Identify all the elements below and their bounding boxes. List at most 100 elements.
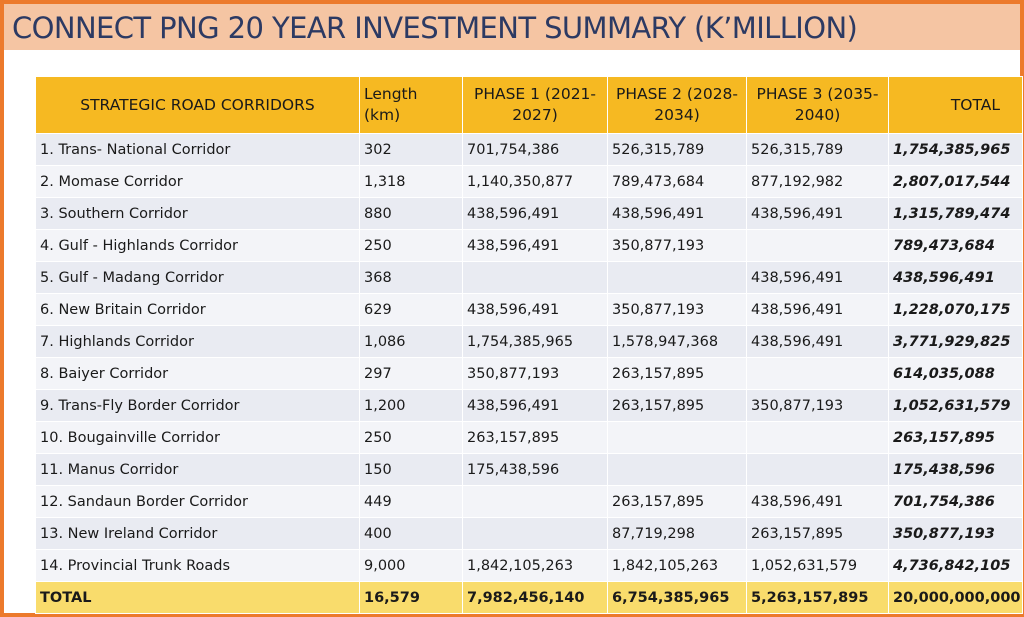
- cell-phase-2: [607, 261, 747, 294]
- cell-phase-3: 526,315,789: [746, 133, 889, 166]
- cell-length: 250: [359, 229, 463, 262]
- cell-length: 449: [359, 485, 463, 518]
- cell-length: 400: [359, 517, 463, 550]
- footer-phase-2: 6,754,385,965: [607, 581, 747, 614]
- cell-corridor: 1. Trans- National Corridor: [35, 133, 360, 166]
- cell-total: 701,754,386: [888, 485, 1023, 518]
- cell-phase-2: 1,578,947,368: [607, 325, 747, 358]
- cell-phase-3: 438,596,491: [746, 197, 889, 230]
- cell-corridor: 6. New Britain Corridor: [35, 293, 360, 326]
- cell-phase-1: 701,754,386: [462, 133, 608, 166]
- table-row: 1. Trans- National Corridor 302 701,754,38…: [35, 133, 1023, 166]
- footer-phase-1: 7,982,456,140: [462, 581, 608, 614]
- table-row: 8. Baiyer Corridor 297 350,877,193 263,157,…: [35, 357, 1023, 390]
- cell-total: 1,052,631,579: [888, 389, 1023, 422]
- footer-length: 16,579: [359, 581, 463, 614]
- cell-phase-1: 175,438,596: [462, 453, 608, 486]
- cell-corridor: 14. Provincial Trunk Roads: [35, 549, 360, 582]
- cell-length: 629: [359, 293, 463, 326]
- cell-phase-1: 438,596,491: [462, 197, 608, 230]
- table-row: 6. New Britain Corridor 629 438,596,491 350…: [35, 293, 1023, 326]
- cell-phase-2: 438,596,491: [607, 197, 747, 230]
- title-band: CONNECT PNG 20 YEAR INVESTMENT SUMMARY (…: [4, 4, 1020, 50]
- cell-length: 1,318: [359, 165, 463, 198]
- cell-phase-3: 438,596,491: [746, 325, 889, 358]
- cell-total: 1,315,789,474: [888, 197, 1023, 230]
- cell-length: 297: [359, 357, 463, 390]
- cell-phase-1: 1,754,385,965: [462, 325, 608, 358]
- cell-phase-3: 438,596,491: [746, 485, 889, 518]
- cell-total: 4,736,842,105: [888, 549, 1023, 582]
- cell-phase-2: 263,157,895: [607, 485, 747, 518]
- footer-total: 20,000,000,000: [888, 581, 1023, 614]
- cell-phase-2: 263,157,895: [607, 357, 747, 390]
- cell-phase-3: [746, 357, 889, 390]
- header-row: STRATEGIC ROAD CORRIDORS Length (km) PHA…: [35, 76, 1023, 134]
- table-body: 1. Trans- National Corridor 302 701,754,38…: [35, 133, 1023, 582]
- cell-phase-1: 263,157,895: [462, 421, 608, 454]
- slide-title: CONNECT PNG 20 YEAR INVESTMENT SUMMARY (…: [12, 11, 858, 45]
- cell-phase-1: 438,596,491: [462, 389, 608, 422]
- cell-phase-3: 877,192,982: [746, 165, 889, 198]
- cell-length: 368: [359, 261, 463, 294]
- cell-phase-3: 438,596,491: [746, 293, 889, 326]
- cell-phase-2: 263,157,895: [607, 389, 747, 422]
- cell-corridor: 3. Southern Corridor: [35, 197, 360, 230]
- cell-total: 438,596,491: [888, 261, 1023, 294]
- cell-phase-2: 87,719,298: [607, 517, 747, 550]
- cell-phase-3: [746, 229, 889, 262]
- table-row: 11. Manus Corridor 150 175,438,596 175,438,…: [35, 453, 1023, 486]
- cell-total: 614,035,088: [888, 357, 1023, 390]
- header-length: Length (km): [359, 76, 463, 134]
- cell-phase-1: 438,596,491: [462, 293, 608, 326]
- cell-phase-2: 1,842,105,263: [607, 549, 747, 582]
- cell-phase-3: 438,596,491: [746, 261, 889, 294]
- table-row: 3. Southern Corridor 880 438,596,491 438,59…: [35, 197, 1023, 230]
- header-phase-2: PHASE 2 (2028-2034): [607, 76, 747, 134]
- footer-phase-3: 5,263,157,895: [746, 581, 889, 614]
- table-row: 5. Gulf - Madang Corridor 368 438,596,491 4…: [35, 261, 1023, 294]
- header-corridors: STRATEGIC ROAD CORRIDORS: [35, 76, 360, 134]
- cell-total: 175,438,596: [888, 453, 1023, 486]
- table-row: 7. Highlands Corridor 1,086 1,754,385,965 1…: [35, 325, 1023, 358]
- cell-length: 1,200: [359, 389, 463, 422]
- cell-phase-2: 350,877,193: [607, 229, 747, 262]
- cell-total: 3,771,929,825: [888, 325, 1023, 358]
- cell-corridor: 4. Gulf - Highlands Corridor: [35, 229, 360, 262]
- cell-length: 880: [359, 197, 463, 230]
- cell-corridor: 12. Sandaun Border Corridor: [35, 485, 360, 518]
- cell-phase-1: 1,842,105,263: [462, 549, 608, 582]
- cell-length: 250: [359, 421, 463, 454]
- cell-total: 789,473,684: [888, 229, 1023, 262]
- cell-corridor: 2. Momase Corridor: [35, 165, 360, 198]
- cell-total: 1,754,385,965: [888, 133, 1023, 166]
- cell-total: 2,807,017,544: [888, 165, 1023, 198]
- cell-corridor: 5. Gulf - Madang Corridor: [35, 261, 360, 294]
- cell-corridor: 9. Trans-Fly Border Corridor: [35, 389, 360, 422]
- cell-phase-2: 789,473,684: [607, 165, 747, 198]
- cell-phase-3: [746, 453, 889, 486]
- cell-phase-3: 1,052,631,579: [746, 549, 889, 582]
- table-row: 12. Sandaun Border Corridor 449 263,157,89…: [35, 485, 1023, 518]
- table-row: 14. Provincial Trunk Roads 9,000 1,842,105…: [35, 549, 1023, 582]
- cell-phase-2: 526,315,789: [607, 133, 747, 166]
- cell-corridor: 11. Manus Corridor: [35, 453, 360, 486]
- cell-phase-3: 350,877,193: [746, 389, 889, 422]
- cell-length: 1,086: [359, 325, 463, 358]
- header-phase-3: PHASE 3 (2035-2040): [746, 76, 889, 134]
- header-total: TOTAL: [888, 76, 1023, 134]
- cell-corridor: 13. New Ireland Corridor: [35, 517, 360, 550]
- cell-phase-3: 263,157,895: [746, 517, 889, 550]
- cell-total: 263,157,895: [888, 421, 1023, 454]
- cell-length: 9,000: [359, 549, 463, 582]
- cell-total: 350,877,193: [888, 517, 1023, 550]
- cell-corridor: 8. Baiyer Corridor: [35, 357, 360, 390]
- table-row: 2. Momase Corridor 1,318 1,140,350,877 789,…: [35, 165, 1023, 198]
- cell-phase-2: 350,877,193: [607, 293, 747, 326]
- cell-total: 1,228,070,175: [888, 293, 1023, 326]
- cell-phase-1: [462, 517, 608, 550]
- cell-length: 150: [359, 453, 463, 486]
- header-phase-1: PHASE 1 (2021-2027): [462, 76, 608, 134]
- cell-phase-1: [462, 261, 608, 294]
- cell-phase-1: 1,140,350,877: [462, 165, 608, 198]
